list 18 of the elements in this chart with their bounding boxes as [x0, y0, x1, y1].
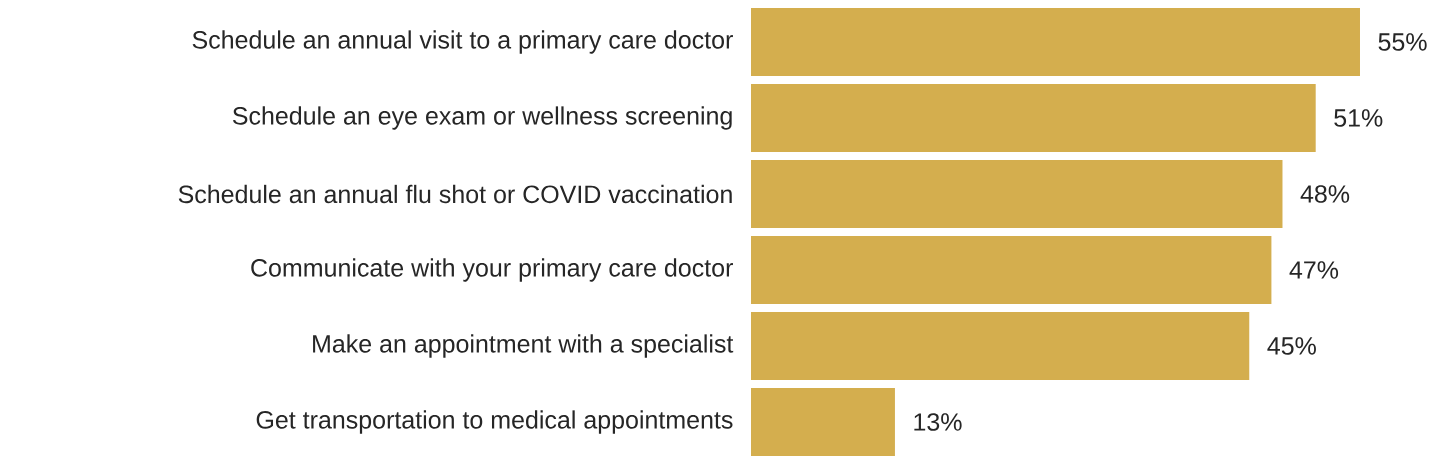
bar — [751, 160, 1283, 228]
data-label: 47% — [1289, 261, 1339, 279]
data-label: 51% — [1334, 109, 1383, 127]
bar — [751, 84, 1316, 152]
data-label: 13% — [914, 413, 962, 431]
y-tick-label: Make an appointment with a specialist — [313, 334, 734, 358]
data-label: 48% — [1300, 185, 1350, 203]
y-tick-label: Communicate with your primary care doctor — [251, 258, 733, 282]
y-tick-label: Schedule an annual visit to a primary care doctor — [192, 30, 733, 54]
data-label: 55% — [1378, 33, 1427, 51]
y-tick-label: Schedule an annual flu shot or COVID vaccination — [178, 184, 732, 204]
bar — [751, 8, 1360, 76]
bar — [751, 311, 1250, 380]
y-tick-label: Get transportation to medical appointments — [256, 410, 733, 434]
bar — [751, 387, 895, 456]
y-tick-label: Schedule an eye exam or wellness screening — [232, 106, 732, 130]
bar — [751, 235, 1272, 304]
data-label: 45% — [1267, 337, 1316, 355]
